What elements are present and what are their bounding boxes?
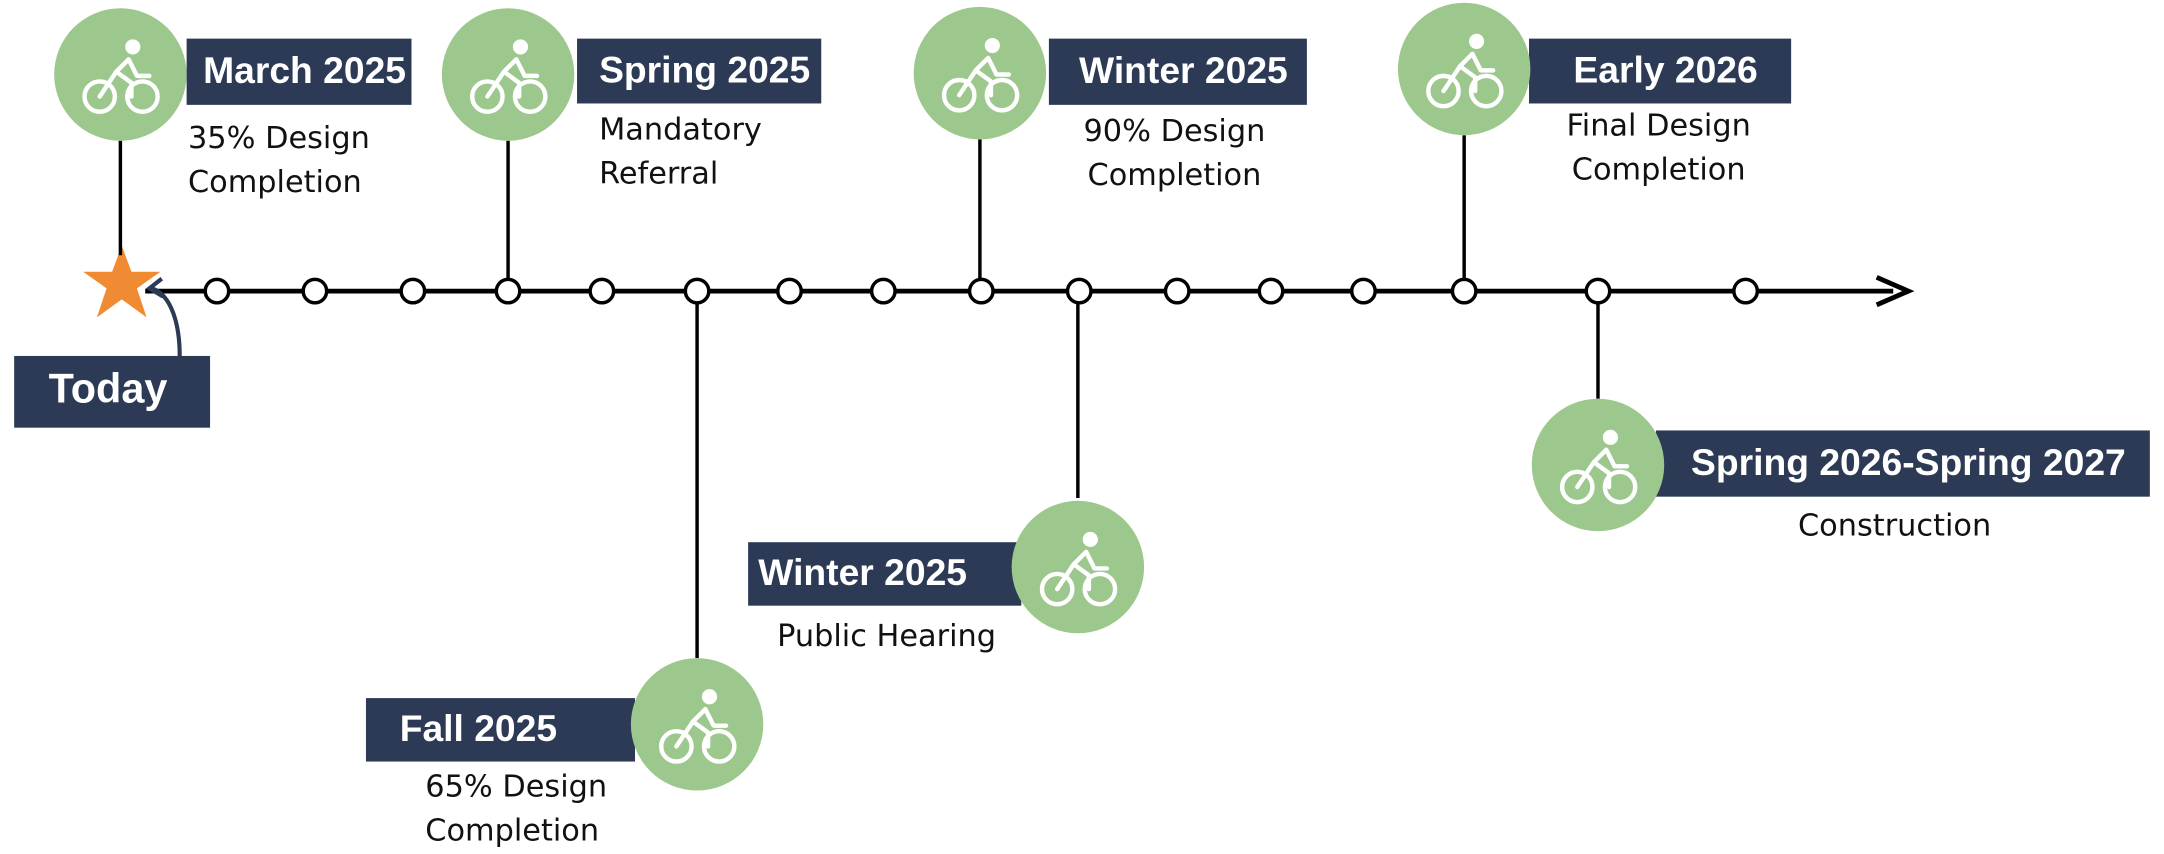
description: Completion [188, 165, 362, 200]
axis-dot [1065, 277, 1093, 305]
date-box [186, 38, 412, 105]
date-label: Winter 2025 [1079, 49, 1288, 91]
axis-dot [1584, 277, 1612, 305]
description: Referral [599, 157, 718, 192]
description: Public Hearing [777, 619, 996, 654]
axis-dot [776, 277, 803, 305]
date-label: Fall 2025 [400, 707, 557, 749]
axis-dot [1257, 277, 1285, 305]
description: 65% Design [425, 769, 607, 804]
date-box [1529, 38, 1792, 104]
description: Final Design [1567, 108, 1751, 143]
description: Construction [1798, 509, 1991, 544]
date-label: March 2025 [203, 49, 406, 91]
axis-dot [301, 277, 329, 305]
axis-dot [494, 277, 522, 305]
today-arrow [151, 286, 182, 356]
axis-dot [1349, 277, 1377, 305]
description: 35% Design [188, 121, 370, 156]
axis-dot [1732, 277, 1760, 305]
description: Mandatory [599, 113, 762, 148]
date-label: Spring 2026-Spring 2027 [1691, 441, 2126, 483]
axis-dot [588, 277, 616, 305]
axis-dot [869, 277, 897, 305]
axis-dot [203, 277, 231, 305]
today-star [83, 245, 161, 318]
axis-dot [1163, 277, 1191, 305]
date-label: Winter 2025 [758, 551, 967, 593]
axis-dot [683, 277, 711, 305]
date-box [365, 698, 635, 762]
date-label: Early 2026 [1573, 48, 1757, 90]
description: Completion [1088, 158, 1262, 193]
axis-dot [1450, 277, 1478, 305]
date-label: Spring 2025 [599, 48, 810, 90]
axis-arrow [1875, 275, 1915, 308]
today-arrow-head [145, 277, 165, 299]
date-box [1048, 38, 1307, 105]
today-label: Today [49, 366, 168, 412]
description: 90% Design [1084, 114, 1266, 149]
date-box [577, 38, 822, 104]
date-box [748, 542, 1022, 606]
description: Completion [425, 813, 599, 848]
today-box [14, 355, 211, 428]
axis-dot [399, 277, 427, 305]
description: Completion [1572, 153, 1746, 188]
axis-dot [967, 277, 995, 305]
date-box [1655, 430, 2150, 497]
